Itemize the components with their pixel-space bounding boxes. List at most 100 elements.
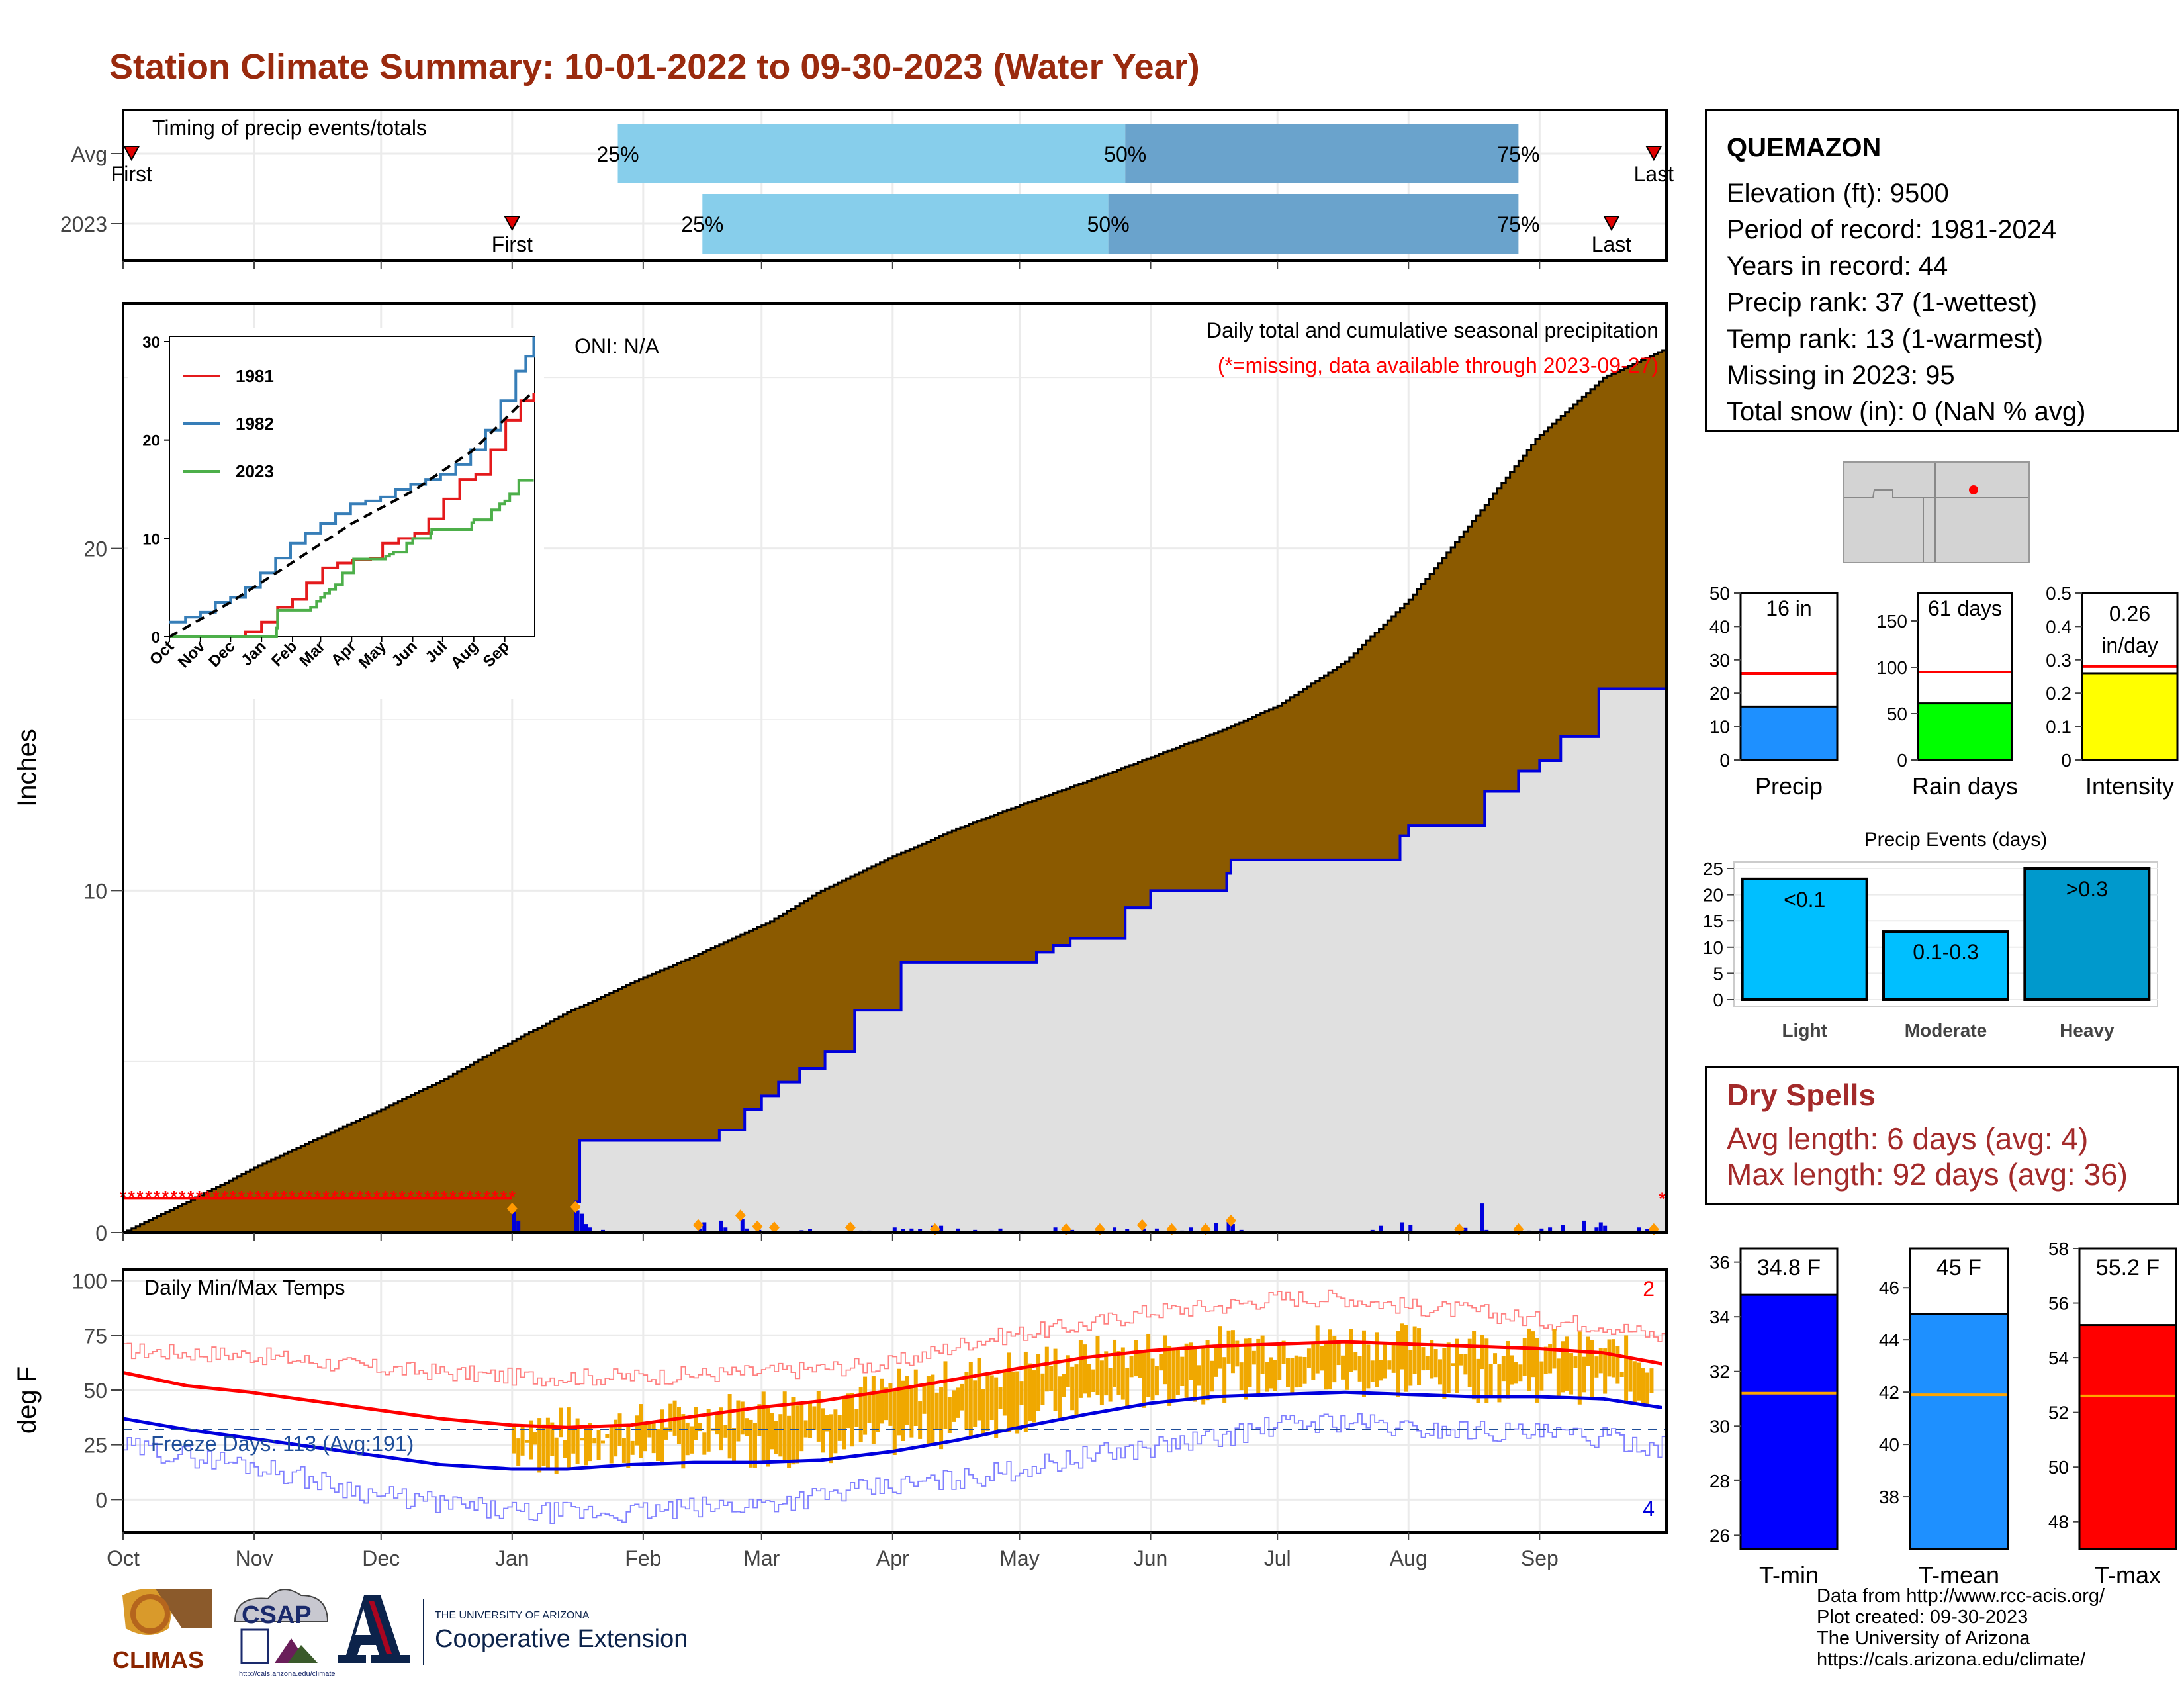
record-min-count: 4 <box>1643 1497 1655 1521</box>
daily-precip-bar <box>918 1229 923 1233</box>
daily-precip-bar <box>808 1229 813 1233</box>
snow-marker <box>735 1209 746 1222</box>
missing-marker: * <box>171 1187 178 1207</box>
daily-temp-bar <box>1087 1364 1091 1398</box>
daily-temp-bar <box>1437 1359 1442 1385</box>
daily-temp-bar <box>1248 1338 1252 1387</box>
temp-0-mini-xlabel: T-min <box>1759 1562 1819 1589</box>
daily-temp-bar <box>892 1390 897 1456</box>
credits: Data from http://www.rcc-acis.org/ Plot … <box>1817 1585 2105 1670</box>
daily-temp-bar <box>1463 1354 1468 1375</box>
daily-temp-bar <box>829 1414 833 1464</box>
daily-temp-bar <box>1451 1363 1455 1366</box>
daily-temp-bar <box>956 1387 960 1418</box>
daily-temp-bar <box>1040 1373 1045 1405</box>
daily-temp-bar <box>947 1397 952 1434</box>
daily-temp-bar <box>1049 1366 1054 1391</box>
temps-y-tick-label: 0 <box>95 1488 107 1512</box>
daily-temp-bar <box>901 1380 905 1442</box>
daily-temp-bar <box>1582 1356 1586 1393</box>
missing-marker: * <box>314 1187 322 1207</box>
timing-bar-q2 <box>1125 124 1519 183</box>
daily-precip-bar <box>1548 1227 1553 1233</box>
cumulative-y-tick-label: 10 <box>83 879 107 903</box>
daily-temp-bar <box>799 1402 804 1452</box>
precip-2-mini-y-tick-label: 0 <box>2061 750 2071 771</box>
missing-marker: * <box>230 1187 237 1207</box>
daily-temp-bar <box>1476 1358 1480 1403</box>
daily-temp-bar <box>1480 1335 1484 1370</box>
daily-precip-bar <box>740 1219 745 1233</box>
daily-temp-bar <box>1493 1353 1498 1364</box>
daily-temp-bar <box>1514 1362 1518 1384</box>
missing-marker: * <box>357 1187 364 1207</box>
daily-temp-bar <box>559 1407 563 1438</box>
cumulative-y-tick-label: 0 <box>95 1221 107 1245</box>
daily-precip-bar <box>909 1228 914 1233</box>
precip-1-mini-y-tick-label: 100 <box>1876 657 1907 678</box>
daily-temp-bar <box>766 1405 770 1467</box>
temps-x-tick-label: Jan <box>495 1546 529 1570</box>
temp-1-mini-y-tick-label: 46 <box>1879 1278 1899 1298</box>
precip-0-mini-y-tick-label: 40 <box>1709 616 1730 637</box>
daily-temp-bar <box>791 1397 796 1465</box>
daily-precip-bar <box>1484 1229 1489 1233</box>
daily-temp-bar <box>939 1387 944 1450</box>
daily-temp-bar <box>1057 1376 1062 1419</box>
daily-precip-bar <box>584 1224 588 1233</box>
record-min-line <box>123 1413 1666 1524</box>
daily-temp-bar <box>1159 1354 1163 1371</box>
daily-temp-bar <box>1353 1352 1358 1371</box>
daily-temp-bar <box>1522 1338 1527 1376</box>
daily-temp-bar <box>1628 1356 1633 1392</box>
snow-marker <box>752 1220 763 1233</box>
daily-temp-bar <box>1370 1360 1375 1382</box>
temp-0-mini-y-tick-label: 30 <box>1709 1416 1730 1436</box>
daily-temp-bar <box>1214 1346 1218 1377</box>
precip-2-mini-border <box>2081 592 2179 761</box>
daily-precip-bar <box>1142 1228 1146 1233</box>
daily-temp-bar <box>520 1425 525 1456</box>
timing-row-label: Avg <box>71 142 107 166</box>
daily-precip-bar <box>1400 1222 1404 1233</box>
daily-temp-bar <box>1632 1361 1637 1404</box>
daily-temp-bar <box>676 1407 681 1444</box>
dry-spells-avg: Avg length: 6 days (avg: 4) <box>1727 1121 2089 1156</box>
temps-y-axis-label: deg F <box>13 1366 42 1434</box>
daily-precip-bar <box>1053 1227 1058 1233</box>
missing-marker: * <box>390 1187 398 1207</box>
timing-bar-q2 <box>1108 194 1519 254</box>
temps-x-tick-label: Dec <box>362 1546 400 1570</box>
precip-0-mini-y-tick-label: 20 <box>1709 683 1730 704</box>
precip-2-mini-xlabel: Intensity <box>2085 773 2174 800</box>
daily-precip-bar <box>1214 1223 1218 1233</box>
precip-0-mini-border <box>1739 592 1839 761</box>
daily-temp-bar <box>1324 1342 1328 1390</box>
daily-temp-bar <box>1011 1371 1015 1427</box>
daily-precip-bar <box>757 1229 762 1233</box>
temp-2-mini-y-tick-label: 48 <box>2048 1512 2069 1532</box>
daily-precip-bar <box>1189 1227 1193 1233</box>
precip-2-mini-y-tick-label: 0.2 <box>2046 683 2071 704</box>
daily-temp-bar <box>1341 1355 1345 1380</box>
daily-temp-bar <box>863 1376 868 1435</box>
daily-temp-bar <box>795 1405 799 1464</box>
precip-events-bar-label: >0.3 <box>2066 877 2108 901</box>
dry-spells-panel: Dry Spells Avg length: 6 days (avg: 4) M… <box>1705 1066 2179 1205</box>
daily-temp-bar <box>1484 1338 1489 1403</box>
daily-temp-bar <box>973 1380 978 1427</box>
daily-precip-bar <box>1480 1203 1484 1233</box>
missing-marker: * <box>449 1187 457 1207</box>
daily-precip-bar <box>1070 1229 1075 1233</box>
precip-events-y-tick-label: 5 <box>1713 963 1723 984</box>
timing-label-first: First <box>492 232 533 256</box>
daily-temp-bar <box>567 1407 571 1468</box>
daily-temp-bar <box>897 1368 901 1436</box>
temps-x-tick-label: Apr <box>876 1546 909 1570</box>
daily-temp-bar <box>1189 1342 1193 1380</box>
daily-temp-bar <box>1171 1348 1176 1402</box>
map-states <box>1843 461 2030 563</box>
ua-logo-line1: THE UNIVERSITY OF ARIZONA <box>435 1610 590 1621</box>
daily-temp-bar <box>816 1391 821 1442</box>
daily-temp-bar <box>732 1428 737 1463</box>
